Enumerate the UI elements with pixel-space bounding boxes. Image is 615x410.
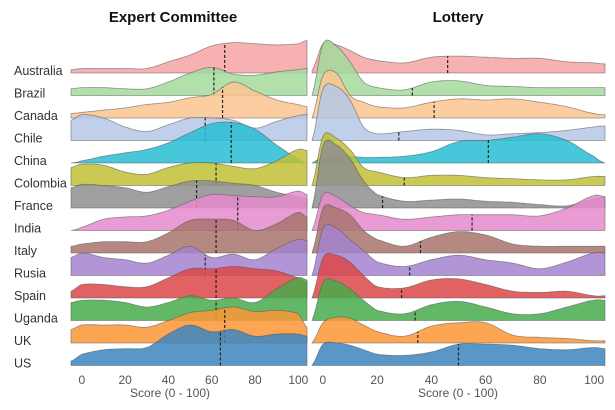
- row-label-us: US: [14, 357, 31, 371]
- row-label-spain: Spain: [14, 289, 46, 303]
- x-tick-label: 60: [205, 373, 219, 387]
- density-italy: [70, 211, 308, 254]
- x-axis-label-right: Score (0 - 100): [418, 386, 498, 400]
- density-canada: [70, 81, 308, 119]
- x-tick-label: 100: [288, 373, 308, 387]
- density-australia: [311, 41, 606, 74]
- density-india: [70, 190, 308, 231]
- row-label-italy: Italy: [14, 244, 38, 258]
- density-india: [311, 191, 606, 231]
- density-chile: [311, 83, 606, 141]
- x-tick-label: 40: [425, 373, 439, 387]
- density-uganda: [311, 278, 606, 321]
- density-uganda: [70, 277, 308, 321]
- density-colombia: [70, 148, 308, 186]
- row-label-brazil: Brazil: [14, 87, 45, 101]
- x-tick-label: 80: [533, 373, 547, 387]
- density-uk: [311, 316, 606, 344]
- row-label-colombia: Colombia: [14, 177, 67, 191]
- x-tick-label: 80: [248, 373, 262, 387]
- density-us: [70, 324, 308, 366]
- row-label-chile: Chile: [14, 132, 43, 146]
- density-australia: [70, 39, 308, 74]
- panel-expert-committee: [70, 39, 308, 366]
- x-axis-label-left: Score (0 - 100): [130, 386, 210, 400]
- row-label-uk: UK: [14, 334, 32, 348]
- density-rusia: [70, 238, 308, 276]
- density-canada: [311, 69, 606, 119]
- x-tick-label: 20: [370, 373, 384, 387]
- row-label-uganda: Uganda: [14, 312, 58, 326]
- panel-title-expert-committee: Expert Committee: [109, 9, 237, 26]
- x-tick-label: 0: [78, 373, 85, 387]
- row-label-rusia: Rusia: [14, 267, 46, 281]
- x-tick-label: 20: [118, 373, 132, 387]
- x-tick-label: 40: [162, 373, 176, 387]
- row-label-france: France: [14, 199, 53, 213]
- row-label-australia: Australia: [14, 64, 63, 78]
- x-tick-label: 60: [479, 373, 493, 387]
- density-china: [311, 133, 606, 164]
- panel-lottery: [311, 39, 606, 366]
- x-tick-label: 100: [584, 373, 604, 387]
- row-label-china: China: [14, 154, 47, 168]
- row-label-canada: Canada: [14, 109, 58, 123]
- panel-title-lottery: Lottery: [433, 9, 484, 26]
- row-label-india: India: [14, 222, 41, 236]
- x-tick-label: 0: [320, 373, 327, 387]
- density-china: [70, 121, 308, 164]
- density-spain: [70, 266, 308, 299]
